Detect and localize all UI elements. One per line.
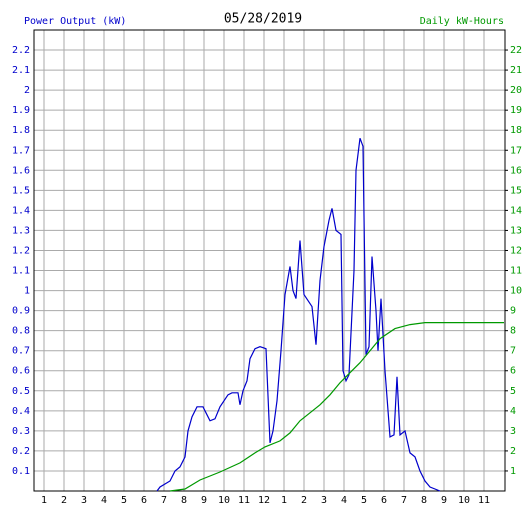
data-line: [156, 137, 441, 492]
y2-tick-label: 10: [510, 286, 522, 297]
y-tick-label: 0.6: [12, 366, 30, 377]
x-tick-label: 4: [101, 495, 107, 506]
y-tick-label: 1.4: [12, 205, 30, 216]
x-tick-label: 6: [381, 495, 387, 506]
x-tick-label: 10: [458, 495, 470, 506]
x-tick-label: 2: [301, 495, 307, 506]
plot-frame: [33, 29, 506, 492]
y2-tick-label: 11: [510, 266, 522, 277]
y-axis-title: Power Output (kW): [24, 16, 126, 27]
y2-tick-label: 5: [510, 386, 516, 397]
y2-tick-label: 14: [510, 205, 522, 216]
y-tick-label: 0.3: [12, 426, 30, 437]
y-tick-label: 0.4: [12, 406, 30, 417]
y2-tick-label: 18: [510, 125, 522, 136]
x-tick-label: 8: [181, 495, 187, 506]
y2-tick-label: 1: [510, 466, 516, 477]
y-tick-label: 0.2: [12, 446, 30, 457]
y-tick-label: 1.3: [12, 225, 30, 236]
y2-tick-label: 12: [510, 245, 522, 256]
y-tick-label: 0.8: [12, 326, 30, 337]
y2-tick-label: 3: [510, 426, 516, 437]
y-tick-label: 1.8: [12, 125, 30, 136]
y-tick-label: 0.1: [12, 466, 30, 477]
x-tick-label: 11: [478, 495, 490, 506]
y2-tick-label: 19: [510, 105, 522, 116]
x-tick-label: 10: [218, 495, 230, 506]
y-tick-label: 0.5: [12, 386, 30, 397]
y2-tick-label: 2: [510, 446, 516, 457]
y-tick-label: 2.1: [12, 65, 30, 76]
data-line: [169, 322, 504, 492]
y2-tick-label: 22: [510, 45, 522, 56]
y2-tick-label: 13: [510, 225, 522, 236]
x-tick-label: 4: [341, 495, 347, 506]
y-tick-label: 2: [24, 85, 30, 96]
x-tick-label: 2: [61, 495, 67, 506]
y-tick-label: 1.2: [12, 245, 30, 256]
y2-tick-label: 15: [510, 185, 522, 196]
x-tick-label: 7: [401, 495, 407, 506]
x-tick-label: 8: [421, 495, 427, 506]
x-tick-label: 5: [361, 495, 367, 506]
y2-tick-label: 8: [510, 326, 516, 337]
x-tick-label: 9: [201, 495, 207, 506]
y-tick-label: 1: [24, 286, 30, 297]
y2-tick-label: 9: [510, 306, 516, 317]
y2-axis-title: Daily kW-Hours: [420, 16, 504, 27]
x-tick-label: 5: [121, 495, 127, 506]
x-tick-label: 1: [41, 495, 47, 506]
y-tick-label: 2.2: [12, 45, 30, 56]
chart-title: 05/28/2019: [224, 12, 302, 27]
y-tick-label: 1.6: [12, 165, 30, 176]
y-tick-label: 1.9: [12, 105, 30, 116]
x-tick-label: 6: [141, 495, 147, 506]
y-tick-label: 0.9: [12, 306, 30, 317]
y2-tick-label: 20: [510, 85, 522, 96]
y2-tick-label: 17: [510, 145, 522, 156]
y-tick-label: 1.7: [12, 145, 30, 156]
y2-tick-label: 16: [510, 165, 522, 176]
y2-tick-label: 4: [510, 406, 516, 417]
x-tick-label: 3: [81, 495, 87, 506]
x-tick-label: 12: [258, 495, 270, 506]
x-tick-label: 1: [281, 495, 287, 506]
x-tick-label: 11: [238, 495, 250, 506]
y-tick-label: 1.1: [12, 266, 30, 277]
y2-tick-label: 21: [510, 65, 522, 76]
x-tick-label: 7: [161, 495, 167, 506]
x-tick-label: 9: [441, 495, 447, 506]
y-tick-label: 1.5: [12, 185, 30, 196]
y-tick-label: 0.7: [12, 346, 30, 357]
y2-tick-label: 6: [510, 366, 516, 377]
y2-tick-label: 7: [510, 346, 516, 357]
x-tick-label: 3: [321, 495, 327, 506]
